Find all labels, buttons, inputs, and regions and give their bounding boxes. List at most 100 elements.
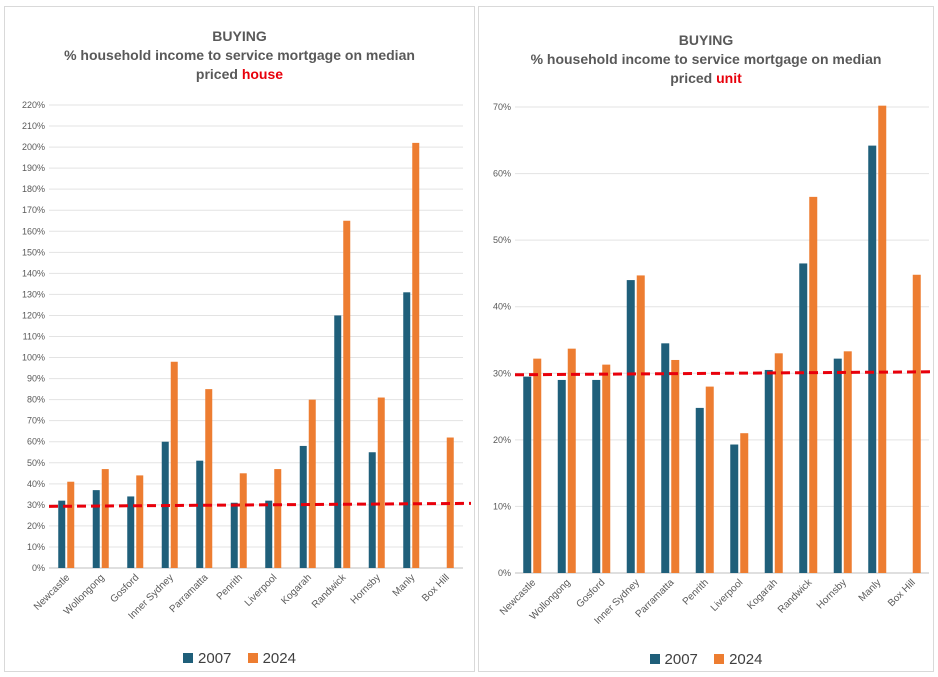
- bar-2024-newcastle: [533, 358, 542, 573]
- legend-item-2007: 2007: [649, 651, 698, 668]
- legend: 2007 2024: [5, 650, 474, 667]
- legend-label-2024: 2024: [262, 650, 296, 667]
- y-tick-label: 90%: [27, 374, 45, 384]
- x-tick-label: Manly: [391, 572, 418, 599]
- y-tick-label: 110%: [23, 332, 45, 342]
- y-tick-label: 10%: [27, 542, 45, 552]
- bar-2007-penrith: [230, 502, 238, 568]
- bar-2024-inner-sydney: [636, 275, 645, 573]
- legend-label-2024: 2024: [729, 651, 763, 668]
- bar-2024-kogarah: [308, 399, 316, 568]
- x-tick-label: Box Hill: [420, 572, 452, 604]
- x-tick-label: Liverpool: [709, 577, 745, 613]
- y-tick-label: 190%: [22, 163, 45, 173]
- y-tick-label: 30%: [493, 368, 511, 378]
- x-tick-label: Penrith: [681, 577, 711, 607]
- bar-2007-parramatta: [661, 343, 670, 573]
- chart-title-line3: priced house: [5, 65, 474, 84]
- bar-2007-hornsby: [833, 358, 842, 573]
- bar-2007-parramatta: [196, 460, 204, 568]
- y-tick-label: 50%: [493, 235, 511, 245]
- x-tick-label: Gosford: [574, 577, 607, 610]
- chart-title-accent: house: [241, 66, 284, 82]
- legend-swatch-2007: [649, 654, 660, 664]
- bar-2007-penrith: [695, 407, 704, 573]
- bar-2007-newcastle: [58, 500, 66, 568]
- bar-2007-inner-sydney: [626, 280, 635, 573]
- y-tick-label: 30%: [27, 500, 45, 510]
- y-tick-label: 0%: [32, 563, 45, 573]
- bar-2007-gosford: [592, 379, 601, 573]
- bar-chart-unit: 0%10%20%30%40%50%60%70%NewcastleWollongo…: [493, 102, 934, 627]
- bar-2007-kogarah: [299, 445, 307, 568]
- bar-2007-newcastle: [523, 376, 532, 573]
- legend-swatch-2024: [714, 654, 725, 664]
- y-tick-label: 40%: [27, 479, 45, 489]
- y-tick-label: 20%: [493, 435, 511, 445]
- bar-2007-liverpool: [265, 500, 273, 568]
- bar-2024-box-hill: [912, 274, 921, 573]
- y-tick-label: 60%: [27, 437, 45, 447]
- legend-item-2024: 2024: [714, 651, 762, 668]
- x-tick-label: Box Hill: [886, 577, 918, 609]
- x-tick-label: Manly: [857, 577, 884, 604]
- chart-title-line3: priced unit: [479, 69, 933, 88]
- bar-2024-manly: [412, 142, 420, 568]
- legend-swatch-2024: [247, 653, 258, 663]
- y-tick-label: 10%: [493, 501, 511, 511]
- bar-2024-kogarah: [774, 353, 783, 573]
- y-tick-label: 0%: [498, 568, 511, 578]
- x-tick-label: Hornsby: [349, 572, 383, 606]
- legend-swatch-2007: [183, 653, 194, 663]
- x-tick-label: Gosford: [108, 572, 141, 605]
- bar-2024-inner-sydney: [170, 361, 178, 568]
- bar-2024-liverpool: [740, 433, 749, 573]
- chart-title-line1: BUYING: [212, 28, 267, 44]
- y-tick-label: 120%: [22, 310, 45, 320]
- bar-2024-hornsby: [843, 351, 852, 573]
- bar-2024-hornsby: [377, 397, 385, 568]
- chart-title-line1: BUYING: [678, 32, 734, 48]
- y-tick-label: 50%: [27, 458, 45, 468]
- chart-title: BUYING % household income to service mor…: [5, 27, 474, 84]
- bar-2024-liverpool: [274, 469, 282, 568]
- bar-2007-randwick: [334, 315, 342, 568]
- threshold-line: [48, 501, 472, 508]
- chart-title: BUYING % household income to service mor…: [479, 31, 933, 88]
- bar-2024-wollongong: [101, 469, 109, 568]
- legend-label-2007: 2007: [664, 651, 698, 668]
- legend-item-2024: 2024: [247, 650, 296, 667]
- bar-2024-gosford: [136, 475, 144, 568]
- chart-title-prefix: priced: [195, 66, 242, 82]
- bar-2024-randwick: [343, 220, 351, 568]
- chart-title-line2: % household income to service mortgage o…: [530, 51, 882, 67]
- x-tick-label: Randwick: [776, 577, 815, 616]
- y-tick-label: 100%: [22, 353, 45, 363]
- x-tick-label: Kogarah: [745, 577, 780, 612]
- legend: 2007 2024: [479, 651, 933, 668]
- bar-2007-gosford: [127, 496, 135, 568]
- bar-2007-wollongong: [92, 490, 100, 568]
- bar-2024-gosford: [602, 364, 611, 573]
- x-tick-label: Penrith: [215, 572, 245, 602]
- chart-panel-unit: BUYING % household income to service mor…: [478, 6, 934, 672]
- y-tick-label: 130%: [22, 289, 45, 299]
- x-tick-label: Randwick: [310, 572, 349, 611]
- bar-2007-hornsby: [368, 452, 376, 568]
- bar-2024-parramatta: [205, 389, 213, 568]
- y-tick-label: 170%: [22, 205, 45, 215]
- bar-2024-randwick: [809, 196, 818, 573]
- chart-title-accent: unit: [716, 70, 742, 86]
- y-tick-label: 180%: [22, 184, 45, 194]
- legend-item-2007: 2007: [183, 650, 231, 667]
- bar-2007-randwick: [799, 263, 808, 573]
- x-tick-label: Liverpool: [243, 572, 279, 608]
- y-tick-label: 200%: [22, 142, 45, 152]
- y-tick-label: 40%: [493, 302, 511, 312]
- bar-2024-manly: [878, 105, 887, 573]
- bar-2007-manly: [868, 145, 877, 573]
- bar-2024-newcastle: [67, 481, 75, 568]
- bar-2024-box-hill: [446, 437, 454, 568]
- bar-2024-wollongong: [567, 348, 576, 573]
- bar-2007-kogarah: [764, 369, 773, 573]
